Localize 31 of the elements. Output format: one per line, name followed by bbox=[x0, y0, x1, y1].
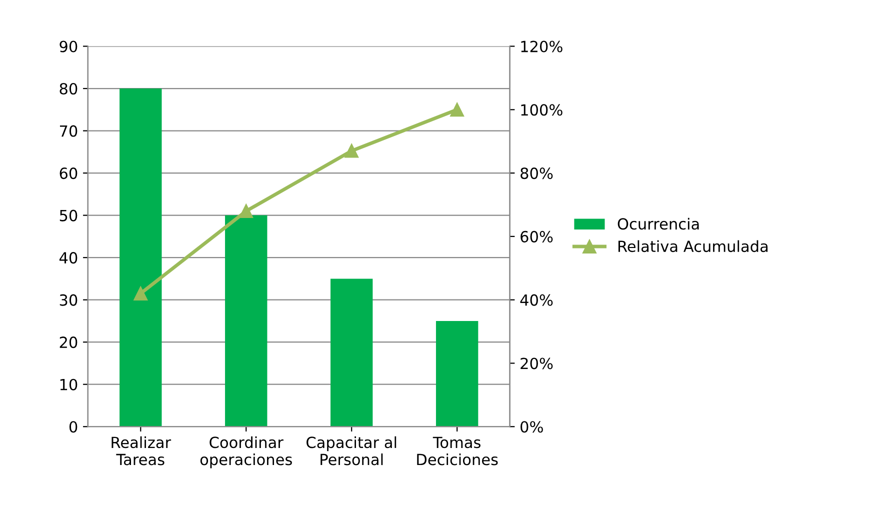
x-tick-label: Realizar Tareas bbox=[112, 436, 172, 466]
bar bbox=[330, 278, 373, 427]
y-tick-label: 30 bbox=[60, 294, 78, 306]
y-tick-label: 20 bbox=[60, 336, 78, 348]
y-tick-label: 60 bbox=[60, 168, 78, 180]
point bbox=[344, 144, 359, 158]
legend-label: Relativa Acumulada bbox=[618, 240, 768, 252]
point bbox=[450, 102, 464, 117]
bar bbox=[120, 88, 162, 427]
y2-tick-label: 120% bbox=[521, 40, 562, 52]
y2-tick-label: 20% bbox=[520, 358, 553, 370]
point bbox=[239, 204, 254, 218]
x-tick-label: Capacitar al Personal bbox=[306, 436, 396, 466]
y2-tick-label: 40% bbox=[520, 294, 553, 306]
y-tick-label: 80 bbox=[60, 82, 78, 95]
x-tick-label: Coordinar operaciones bbox=[200, 436, 292, 468]
point bbox=[134, 286, 148, 300]
y2-tick-label: 60% bbox=[520, 230, 553, 242]
y-tick-label: 10 bbox=[60, 378, 78, 390]
y-tick-label: 0 bbox=[69, 421, 78, 433]
y-tick-label: 50 bbox=[60, 210, 78, 222]
y2-tick-label: 100% bbox=[521, 104, 562, 116]
y-tick-label: 70 bbox=[60, 125, 78, 137]
y2-tick-label: 80% bbox=[520, 168, 553, 180]
y-tick-label: 90 bbox=[60, 40, 78, 52]
bar bbox=[436, 320, 478, 427]
y-tick-label: 40 bbox=[59, 252, 78, 264]
bar bbox=[225, 215, 268, 427]
y2-tick-label: 0% bbox=[520, 421, 543, 433]
x-tick-label: Tomas Deciciones bbox=[417, 436, 498, 466]
legend-label: Ocurrencia bbox=[618, 218, 699, 230]
